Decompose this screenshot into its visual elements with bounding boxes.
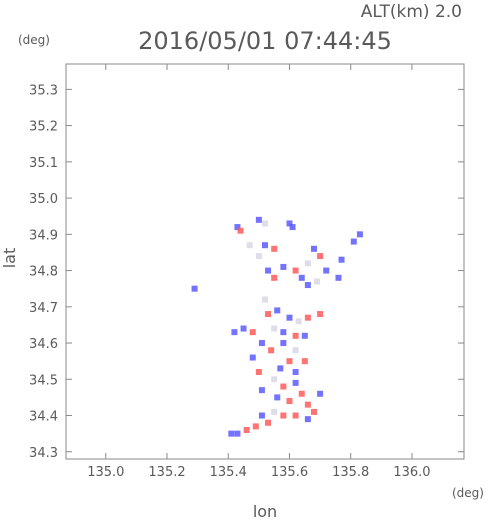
data-cell [338, 256, 345, 263]
data-cell [271, 325, 278, 332]
y-tick-label: 34.5 [29, 373, 58, 388]
data-cell [255, 253, 262, 260]
y-tick-label: 35.3 [29, 83, 58, 98]
data-cell [262, 220, 268, 227]
data-cell [262, 242, 268, 249]
y-axis-unit: (deg) [18, 33, 50, 47]
data-cell [286, 398, 293, 405]
y-tick-label: 34.9 [29, 228, 58, 243]
data-cell [271, 376, 278, 383]
data-cell [262, 296, 268, 303]
data-cell [335, 274, 342, 281]
data-cell [298, 390, 305, 397]
data-cell [317, 311, 324, 318]
y-tick-label: 34.3 [29, 446, 58, 461]
data-cell [252, 423, 259, 430]
data-cell [292, 369, 299, 376]
data-cell [304, 282, 311, 289]
data-cell [277, 365, 284, 372]
y-tick-label: 34.8 [29, 265, 58, 280]
data-cell [304, 401, 311, 408]
data-cell [231, 329, 238, 336]
data-cell [265, 419, 272, 426]
data-cell [274, 394, 281, 401]
data-cell [301, 332, 308, 339]
data-cell [292, 332, 299, 339]
data-cell [234, 430, 241, 437]
data-cell [310, 408, 317, 415]
y-axis-label: lat [0, 248, 19, 269]
data-cell [240, 325, 247, 332]
data-cell [280, 263, 287, 270]
y-tick-label: 35.1 [29, 156, 58, 171]
data-cells [191, 216, 363, 437]
data-cell [243, 427, 250, 434]
data-cell [258, 387, 265, 394]
data-cell [265, 311, 272, 318]
data-cell [234, 224, 241, 231]
x-axis-label: lon [253, 502, 277, 521]
data-cell [237, 227, 244, 234]
data-cell [280, 329, 287, 336]
data-cell [286, 220, 293, 227]
data-cell [301, 358, 308, 365]
x-tick-label: 135.6 [271, 465, 308, 480]
data-cell [292, 267, 299, 274]
data-cell [286, 314, 293, 321]
x-axis-unit: (deg) [452, 486, 484, 500]
data-cell [289, 224, 296, 231]
data-cell [280, 412, 287, 419]
x-tick-label: 135.8 [332, 465, 369, 480]
data-cell [280, 340, 287, 347]
data-cell [258, 412, 265, 419]
data-cell [292, 379, 299, 386]
data-cell [191, 285, 198, 292]
data-cell [255, 369, 262, 376]
data-cell [265, 267, 272, 274]
data-cell [228, 430, 235, 437]
data-cell [317, 390, 324, 397]
chart-subtitle: ALT(km) 2.0 [361, 2, 462, 22]
data-cell [280, 383, 287, 390]
data-cell [350, 238, 357, 245]
x-tick-label: 135.2 [148, 465, 185, 480]
data-cell [286, 358, 293, 365]
data-cell [295, 318, 302, 325]
data-cell [298, 274, 305, 281]
data-cell [317, 253, 324, 260]
data-cell [314, 278, 321, 285]
data-cell [249, 354, 256, 361]
x-tick-label: 135.0 [87, 465, 124, 480]
data-cell [246, 242, 253, 249]
data-cell [271, 408, 278, 415]
chart-title: 2016/05/01 07:44:45 [138, 27, 392, 55]
x-tick-label: 135.4 [210, 465, 247, 480]
y-tick-label: 35.0 [29, 192, 58, 207]
x-tick-label: 136.0 [393, 465, 430, 480]
data-cell [356, 231, 363, 238]
data-cell [271, 274, 278, 281]
y-tick-label: 35.2 [29, 120, 58, 135]
data-cell [292, 347, 299, 354]
y-tick-label: 34.6 [29, 337, 58, 352]
axis-ticks: 135.0 135.2 135.4 135.6 135.8 136.0 34.3 34.4 34… [29, 64, 464, 480]
data-cell [258, 340, 265, 347]
data-cell [292, 412, 299, 419]
y-tick-label: 34.7 [29, 301, 58, 316]
data-cell [271, 245, 278, 252]
data-cell [304, 314, 311, 321]
data-cell [255, 216, 262, 223]
data-cell [323, 267, 330, 274]
data-cell [304, 260, 311, 267]
y-tick-label: 34.4 [29, 410, 58, 425]
data-cell [274, 307, 281, 314]
plot-frame [65, 63, 465, 460]
data-cell [268, 347, 275, 354]
data-cell [310, 245, 317, 252]
data-cell [249, 329, 256, 336]
data-cell [304, 416, 311, 423]
